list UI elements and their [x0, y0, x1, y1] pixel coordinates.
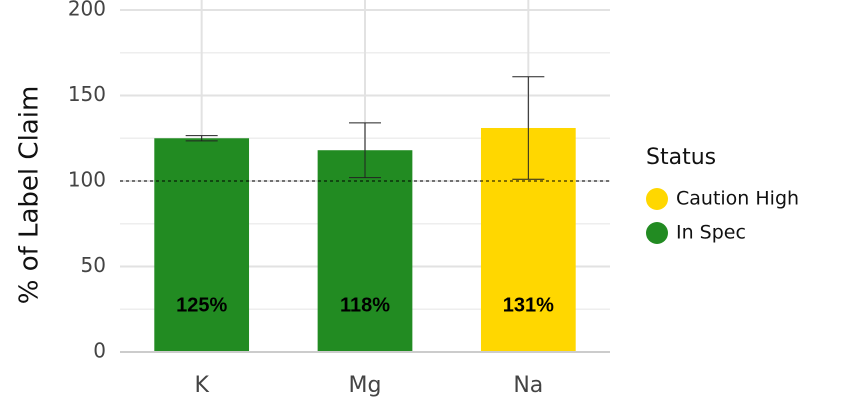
- y-tick-label: 0: [93, 339, 106, 363]
- y-tick-label: 100: [68, 168, 106, 192]
- x-tick-label: K: [194, 373, 209, 398]
- value-label: 118%: [340, 294, 390, 316]
- legend-swatch: [646, 188, 668, 210]
- x-tick-label: Mg: [349, 373, 382, 398]
- legend-label: In Spec: [676, 222, 746, 244]
- y-tick-label: 50: [81, 253, 106, 277]
- bar: [317, 150, 413, 352]
- legend-title: Status: [646, 145, 716, 170]
- value-label: 131%: [503, 294, 554, 316]
- y-tick-label: 200: [68, 0, 106, 21]
- y-axis-label: % of Label Claim: [15, 86, 45, 305]
- legend-swatch: [646, 222, 668, 244]
- value-label: 125%: [176, 294, 227, 316]
- y-tick-label: 150: [68, 82, 106, 106]
- legend-label: Caution High: [676, 188, 799, 210]
- x-tick-label: Na: [513, 373, 543, 398]
- bar: [154, 138, 250, 352]
